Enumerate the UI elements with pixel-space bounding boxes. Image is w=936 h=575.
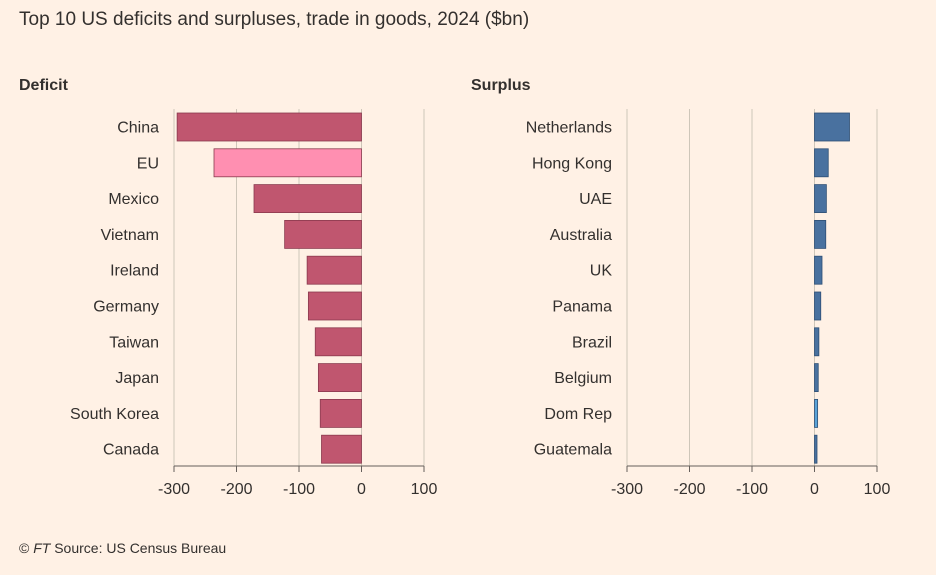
- surplus-category-label: Netherlands: [526, 120, 612, 137]
- deficit-category-label: China: [117, 120, 159, 137]
- deficit-category-label: Germany: [93, 299, 159, 316]
- deficit-bar: [284, 219, 362, 249]
- surplus-tick-label: -200: [673, 481, 705, 498]
- source-text: Source: US Census Bureau: [50, 540, 227, 556]
- surplus-tick-label: 100: [864, 481, 891, 498]
- deficit-tick-label: 100: [411, 481, 438, 498]
- deficit-bar: [213, 148, 362, 178]
- chart-title: Top 10 US deficits and surpluses, trade …: [19, 9, 530, 30]
- deficit-bar: [307, 291, 362, 321]
- deficit-category-label: Canada: [103, 442, 159, 459]
- deficit-category-label: EU: [137, 155, 159, 172]
- surplus-bar: [814, 398, 819, 428]
- surplus-bar: [814, 255, 823, 285]
- surplus-tick-label: -100: [736, 481, 768, 498]
- deficit-bar: [319, 398, 362, 428]
- deficit-tick-label: -300: [158, 481, 190, 498]
- deficit-tick-label: -100: [283, 481, 315, 498]
- deficit-category-label: Mexico: [108, 191, 159, 208]
- deficit-bar: [314, 327, 362, 357]
- surplus-bar: [814, 291, 822, 321]
- deficit-tick-label: -200: [220, 481, 252, 498]
- deficit-category-label: Taiwan: [109, 334, 159, 351]
- surplus-bar: [814, 434, 818, 464]
- surplus-category-label: Brazil: [572, 334, 612, 351]
- surplus-tick-label: 0: [810, 481, 819, 498]
- publisher-name: FT: [33, 540, 51, 556]
- surplus-bar: [814, 219, 827, 249]
- surplus-category-label: Dom Rep: [544, 406, 612, 423]
- surplus-bar: [814, 148, 829, 178]
- deficit-bar: [321, 434, 362, 464]
- deficit-tick-label: 0: [357, 481, 366, 498]
- deficit-bar: [306, 255, 362, 285]
- surplus-category-label: UK: [590, 263, 613, 280]
- surplus-category-label: Panama: [552, 299, 612, 316]
- surplus-tick-label: -300: [611, 481, 643, 498]
- deficit-bar: [253, 184, 362, 214]
- deficit-category-label: Vietnam: [101, 227, 159, 244]
- surplus-category-label: UAE: [579, 191, 612, 208]
- surplus-category-label: Hong Kong: [532, 155, 612, 172]
- surplus-bar: [814, 327, 820, 357]
- deficit-category-label: South Korea: [70, 406, 159, 423]
- deficit-panel-title: Deficit: [19, 77, 69, 94]
- surplus-category-label: Belgium: [554, 370, 612, 387]
- surplus-category-label: Australia: [550, 227, 612, 244]
- surplus-bar: [814, 184, 827, 214]
- source-note: © FT Source: US Census Bureau: [19, 540, 226, 556]
- deficit-category-label: Ireland: [110, 263, 159, 280]
- deficit-category-label: Japan: [115, 370, 159, 387]
- surplus-panel-title: Surplus: [471, 77, 531, 94]
- deficit-bar: [176, 112, 362, 142]
- surplus-bar: [814, 363, 819, 393]
- surplus-bar: [814, 112, 850, 142]
- deficit-bar: [317, 363, 362, 393]
- copyright-symbol: ©: [19, 540, 34, 556]
- surplus-category-label: Guatemala: [534, 442, 612, 459]
